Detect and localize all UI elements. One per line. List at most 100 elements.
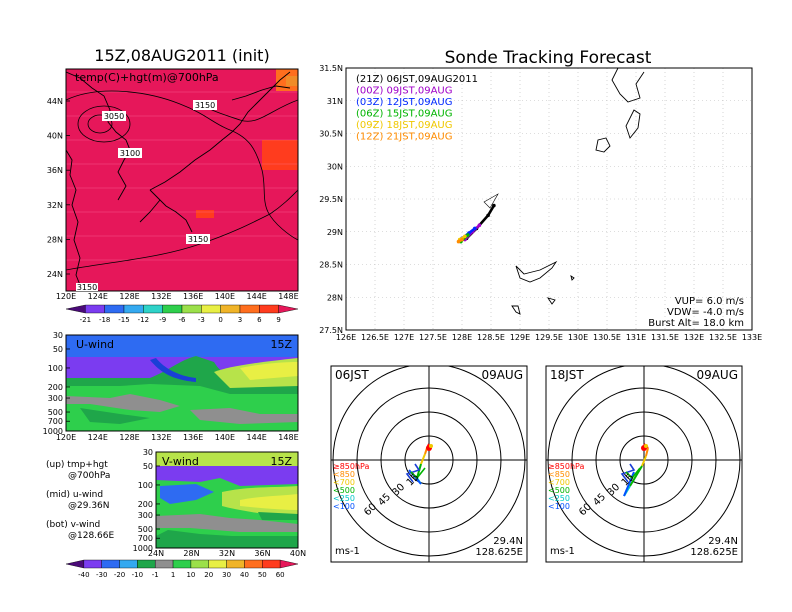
colorbar-swatch [83,559,102,569]
track-point [466,233,470,237]
pressure-tick: 30 [143,448,153,457]
uwind-xtick: 132E [151,433,171,442]
colorbar-swatch [201,304,221,314]
colorbar-swatch [85,304,105,314]
track-ytick: 31.5N [319,64,343,73]
colorbar-swatch [190,559,209,569]
hodograph-unit: ms-1 [550,546,575,557]
island-yakushima [595,137,611,153]
colorbar-label: -40 [78,571,89,579]
colorbar-label: 50 [258,571,267,579]
track-ytick: 28N [327,293,343,302]
contour-3150-a [199,99,298,122]
level-legend: ≥850hPa [333,462,370,471]
legend-entry: (12Z) 21JST,09AUG [356,132,453,143]
pressure-tick: 700 [48,417,63,426]
left-title: 15Z,08AUG2011 (init) [94,46,269,65]
hodograph-segment [416,463,422,479]
uwind-xtick: 140E [215,433,235,442]
vwind-xtick: 32N [219,549,235,558]
temp-colorbar: -21 -18 -15 -12 -9 -6 -3 0 3 6 9 [65,304,299,324]
hodograph-lat: 29.4N [493,536,523,547]
track-xtick: 129.5E [535,333,563,342]
hodograph-lon: 128.625E [690,547,738,558]
pressure-tick: 500 [48,408,63,417]
uwind-time: 15Z [270,338,292,351]
colorbar-swatch [208,559,227,569]
island-kyushu [611,68,645,103]
level-legend: ≥850hPa [548,462,585,471]
pressure-tick: 700 [138,534,153,543]
colorbar-swatch [181,304,202,314]
temp-map-xtick: 128E [119,292,139,301]
pressure-tick: 500 [138,525,153,534]
colorbar-swatch [244,559,263,569]
contour-label-3150-c: 3150 [77,283,97,292]
colorbar-label: -3 [198,316,205,324]
pressure-tick: 300 [48,394,63,403]
legend-entry: (06Z) 15JST,09AUG [356,109,453,120]
hodograph-segment [420,453,426,465]
temp-map-xtick: 136E [183,292,203,301]
colorbar-swatch [104,304,125,314]
vwind-label: V-wind [162,455,199,468]
colorbar-swatch [155,559,174,569]
level-legend: <850 [548,470,570,479]
track-xtick: 128E [452,333,472,342]
colorbar-label: 3 [238,316,242,324]
note-sub: @700hPa [68,471,110,481]
track-xtick: 132E [684,333,704,342]
level-legend: <100 [333,502,355,511]
track-point [477,223,482,227]
hodograph-lon: 128.625E [475,547,523,558]
contour-label-3150-a: 3150 [195,101,215,110]
colorbar-swatch [101,559,120,569]
level-legend: <700 [333,478,355,487]
sonde-param: VDW= -4.0 m/s [667,307,744,318]
pressure-tick: 100 [48,364,63,373]
colorbar-label: 9 [276,316,280,324]
temp-map-ytick: 40N [47,132,63,141]
temp-map-xtick: 140E [215,292,235,301]
sonde-param: Burst Alt= 18.0 km [648,318,744,329]
island-tanegashima [625,109,641,139]
hodograph-segment [641,455,647,467]
level-legend: <250 [548,494,570,503]
track-point [472,226,477,231]
track-ytick: 29.5N [319,195,343,204]
hodograph-date: 09AUG [481,368,523,382]
track-xtick: 132.5E [709,333,737,342]
hodograph-time: 18JST [550,368,584,382]
colorbar-label: 20 [204,571,213,579]
legend-entry: (09Z) 18JST,09AUG [356,120,453,131]
track-xtick: 130E [568,333,588,342]
temp-map-ytick: 24N [47,270,63,279]
pressure-tick: 100 [138,481,153,490]
track-xtick: 127E [394,333,414,342]
temp-map-ytick: 36N [47,166,63,175]
colorbar-label: 1 [171,571,175,579]
track-map: (21Z) 06JST,09AUG2011(00Z) 09JST,09AUG(0… [319,64,762,342]
track-xtick: 131.5E [651,333,679,342]
coast-korea [66,71,131,201]
colorbar-label: 10 [186,571,195,579]
contour-3150-b [66,189,298,271]
pressure-tick: 300 [138,511,153,520]
uwind-xtick: 148E [278,433,298,442]
colorbar-swatch [226,559,245,569]
hodograph-segment [645,447,649,457]
temp-map-xtick: 144E [247,292,267,301]
track-ytick: 27.5N [319,326,343,335]
pressure-tick: 200 [48,383,63,392]
track-ytick: 30.5N [319,130,343,139]
vwind-xtick: 24N [148,549,164,558]
note-line: (bot) v-wind [46,520,100,530]
colorbar-swatch [259,304,279,314]
uwind-xtick: 120E [56,433,76,442]
colorbar-swatch [65,559,85,569]
track-point [486,213,490,218]
hodograph-segment [623,471,635,497]
pressure-tick: 1000 [133,544,153,553]
temp-map-label: temp(C)+hgt(m)@700hPa [75,71,219,84]
